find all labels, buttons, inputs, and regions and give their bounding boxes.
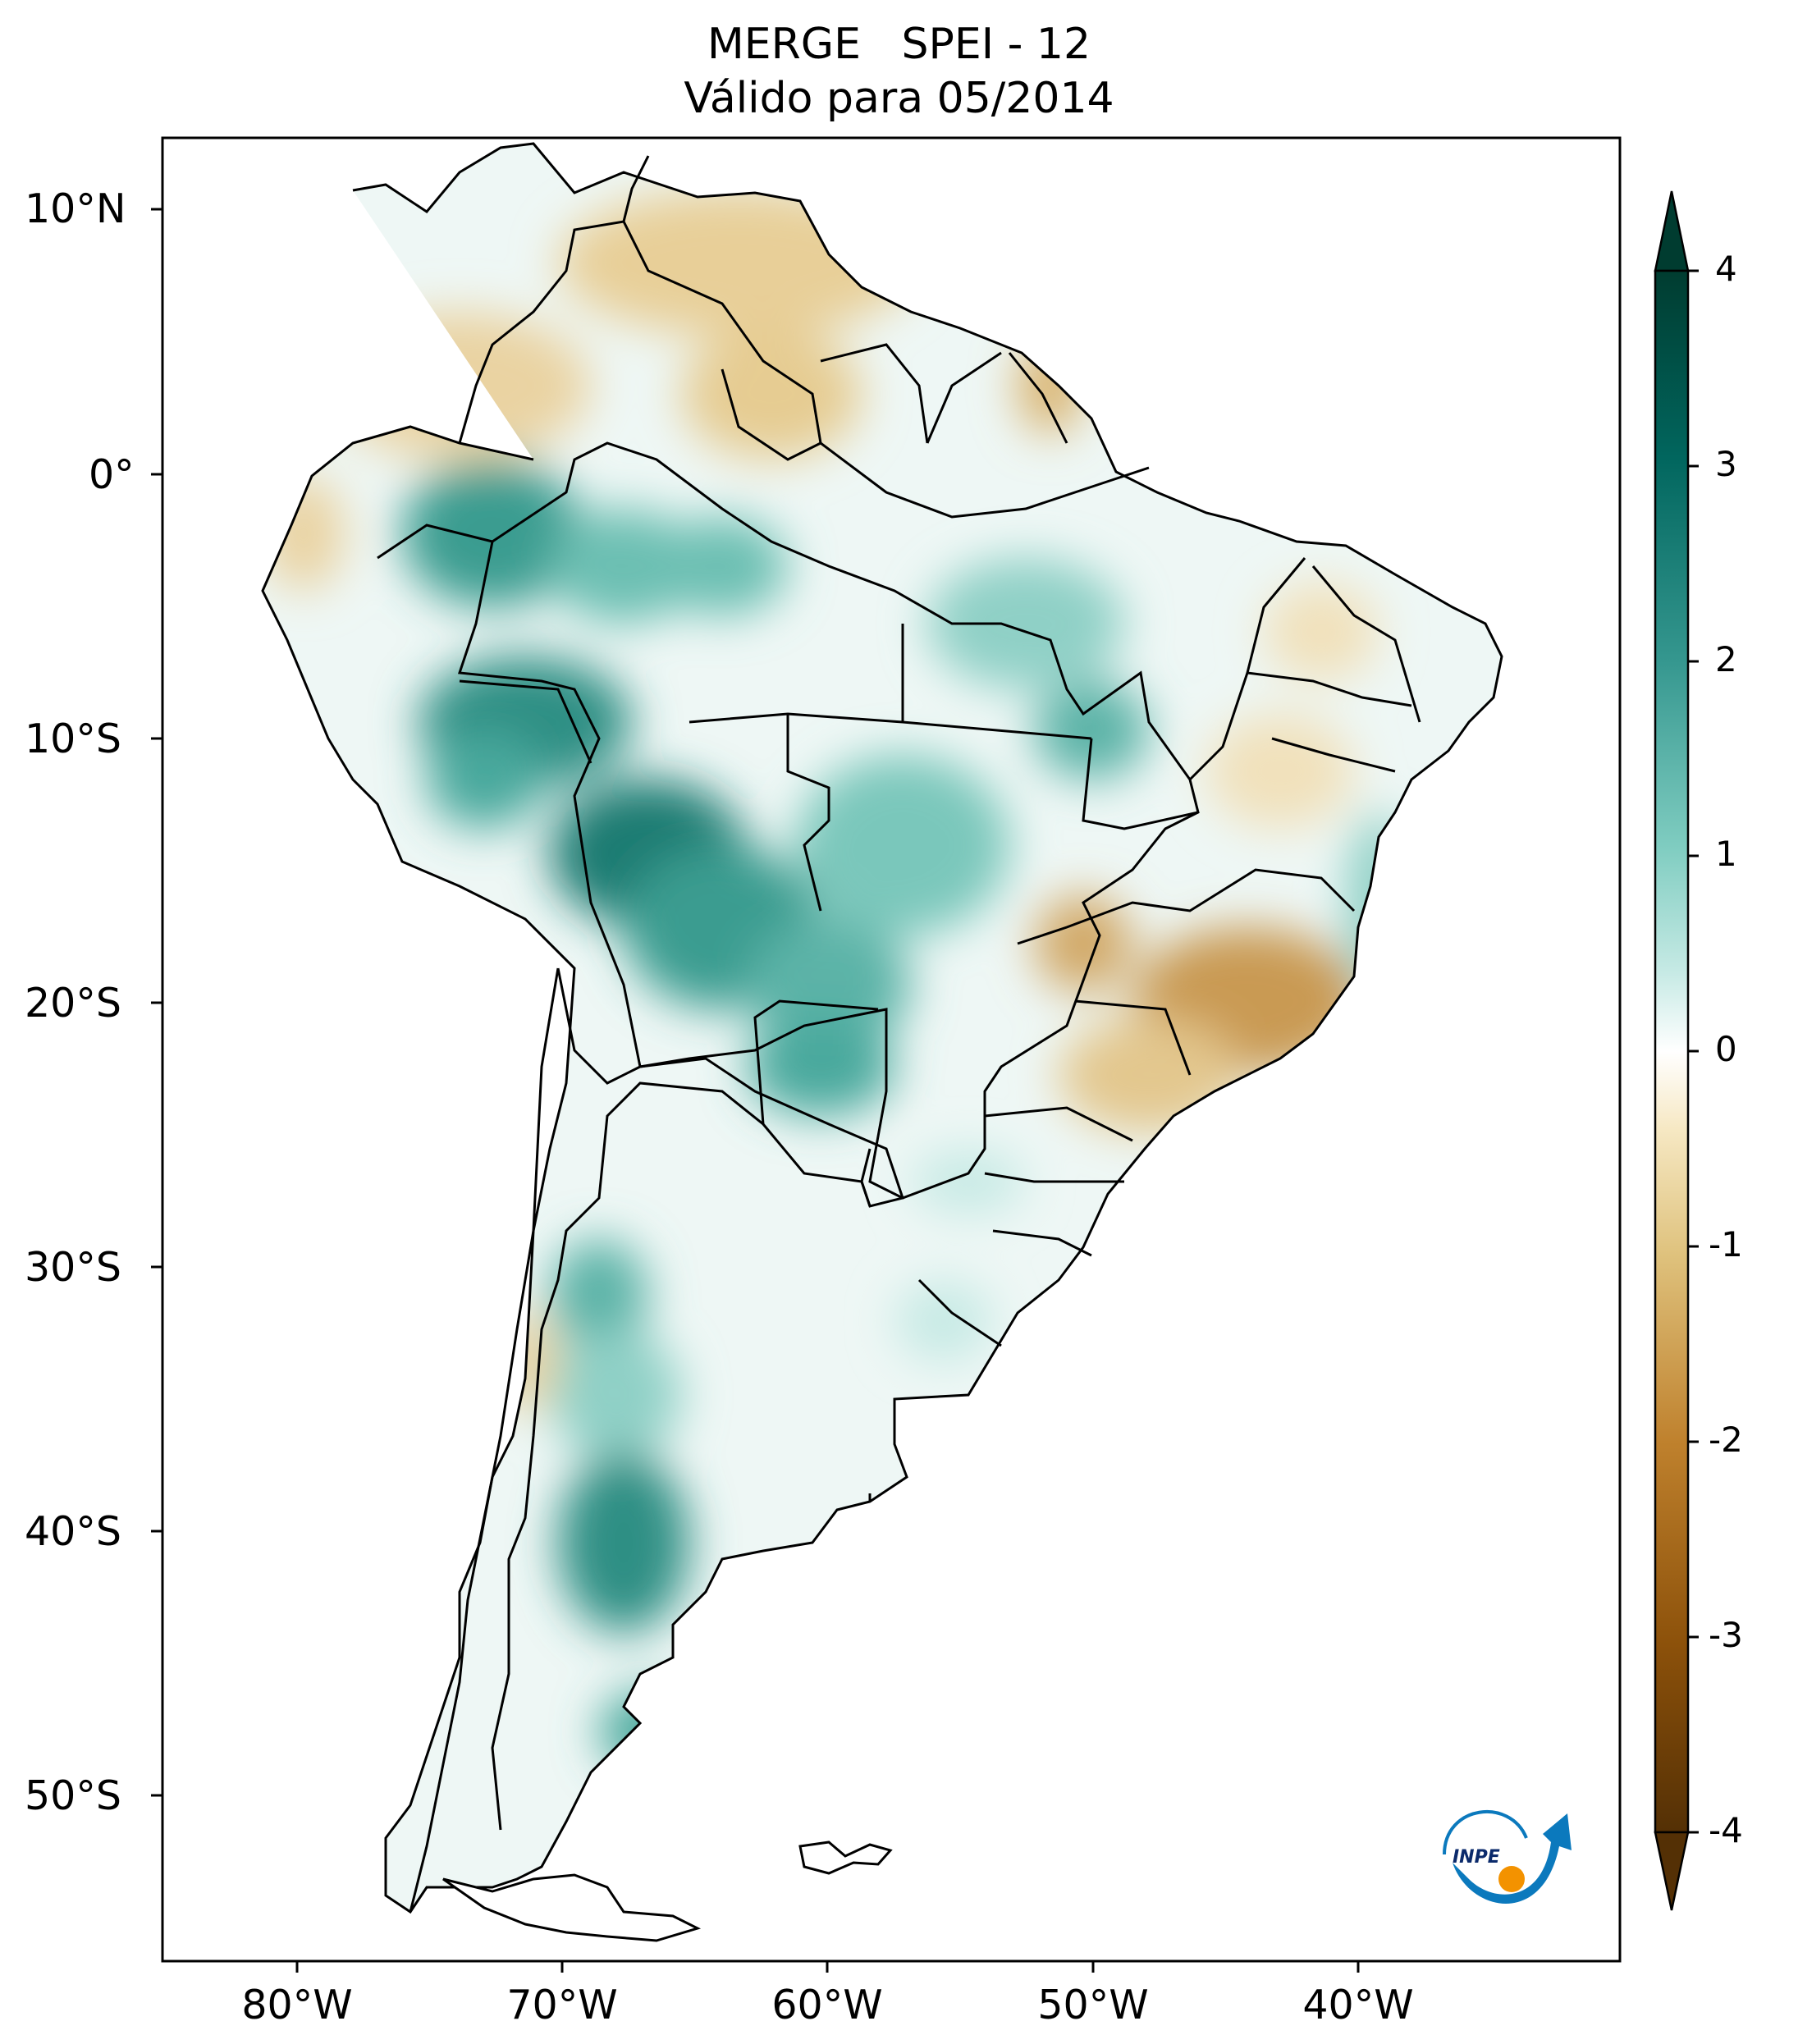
lon-label-50w: 50°W: [1037, 1982, 1149, 2028]
colorbar-label-0: 0: [1715, 1029, 1737, 1069]
lat-label-30s: 30°S: [25, 1244, 121, 1291]
colorbar-gradient: [1654, 269, 1690, 1834]
axis-ticks: [151, 208, 1360, 1973]
lat-label-10n: 10°N: [25, 185, 126, 232]
lat-label-50s: 50°S: [25, 1772, 121, 1819]
map-title: MERGE SPEI - 12: [707, 20, 1091, 69]
lat-label-0: 0°: [89, 451, 135, 498]
lon-label-70w: 70°W: [506, 1982, 618, 2028]
colorbar-extend-min: [1654, 1831, 1690, 1911]
colorbar-label-neg4: -4: [1709, 1810, 1743, 1850]
lat-label-10s: 10°S: [25, 716, 121, 762]
colorbar-label-neg2: -2: [1709, 1420, 1743, 1460]
colorbar-label-neg3: -3: [1709, 1615, 1743, 1655]
lon-label-80w: 80°W: [241, 1982, 353, 2028]
country-borders: [261, 142, 1503, 1914]
inpe-logo: INPE: [1443, 1809, 1572, 1904]
colorbar-extend-max: [1654, 190, 1690, 272]
lat-label-20s: 20°S: [25, 980, 121, 1027]
inpe-logo-text: INPE: [1453, 1847, 1500, 1868]
lon-label-60w: 60°W: [771, 1982, 883, 2028]
lat-label-40s: 40°S: [25, 1508, 121, 1555]
colorbar-label-4: 4: [1715, 249, 1737, 289]
map-subtitle: Válido para 05/2014: [684, 74, 1114, 123]
islands: [442, 1841, 893, 1942]
lon-label-40w: 40°W: [1302, 1982, 1414, 2028]
colorbar-label-neg1: -1: [1709, 1224, 1743, 1264]
colorbar: [1654, 190, 1699, 1911]
colorbar-label-3: 3: [1715, 444, 1737, 484]
colorbar-label-1: 1: [1715, 834, 1737, 874]
colorbar-label-2: 2: [1715, 639, 1737, 679]
